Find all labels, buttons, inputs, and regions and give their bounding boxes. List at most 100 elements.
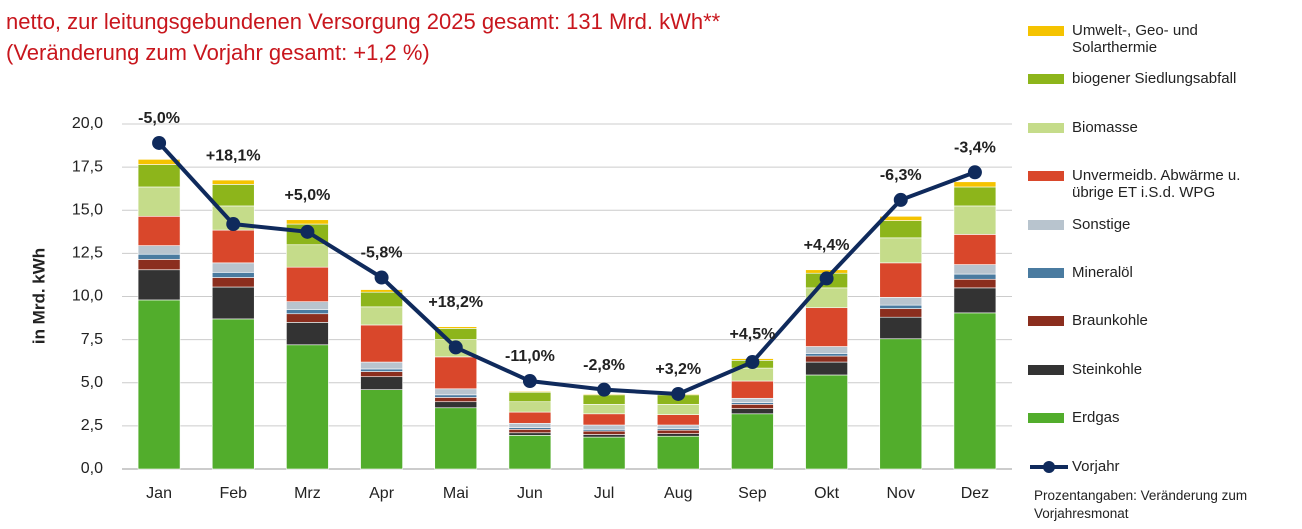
x-tick-label: Feb xyxy=(219,485,247,502)
bar-segment xyxy=(805,355,848,363)
legend-label: Steinkohle xyxy=(1072,360,1143,378)
legend-label: Vorjahr xyxy=(1072,457,1120,475)
bar-segment xyxy=(211,184,255,207)
bar-segment xyxy=(731,397,774,403)
y-tick-label: 5,0 xyxy=(81,374,103,391)
bar-segment xyxy=(879,220,923,239)
line-marker xyxy=(522,374,537,389)
line-marker xyxy=(597,382,612,397)
bar-segment xyxy=(805,374,848,470)
bar-segment xyxy=(582,436,626,470)
bar-segment xyxy=(286,344,329,470)
chart-subtitle: (Veränderung zum Vorjahr gesamt: +1,2 %) xyxy=(6,40,430,65)
legend-swatch xyxy=(1028,413,1064,424)
bar-segment xyxy=(434,356,478,390)
bar-segment xyxy=(953,186,997,207)
x-tick-label: Apr xyxy=(369,485,395,502)
footnote: Prozentangaben: Veränderung zum Vorjahre… xyxy=(1034,488,1248,521)
annotation: +3,2% xyxy=(655,361,701,378)
bar-segment xyxy=(286,309,329,315)
legend-label: Mineralöl xyxy=(1072,264,1133,281)
bar-segment xyxy=(656,435,700,470)
x-tick-label: Jan xyxy=(146,485,172,502)
bar-segment xyxy=(137,259,181,271)
bar-segment xyxy=(805,361,848,376)
legend-label: Sonstige xyxy=(1072,215,1131,233)
bar-segment xyxy=(434,326,478,329)
y-tick-label: 7,5 xyxy=(81,331,103,348)
bar-segment xyxy=(137,186,181,217)
line-marker xyxy=(300,224,315,239)
legend-swatch xyxy=(1028,268,1064,278)
annotation: -5,0% xyxy=(138,110,180,127)
bar-segment xyxy=(360,368,403,372)
bar-segment xyxy=(879,316,923,340)
bar-segment xyxy=(805,307,848,347)
bar-segment xyxy=(137,164,181,188)
legend-swatch xyxy=(1028,219,1064,230)
bar-segment xyxy=(582,413,626,426)
bar-segment xyxy=(953,312,997,470)
bar-segment xyxy=(286,266,329,302)
bar-segment xyxy=(508,432,552,436)
bar-segment xyxy=(879,338,923,470)
bar-segment xyxy=(360,376,403,390)
annotation: -3,4% xyxy=(954,140,996,157)
legend-label: Biomasse xyxy=(1072,118,1138,136)
bar-segment xyxy=(953,278,997,289)
annotation: -5,8% xyxy=(361,245,403,262)
bar-segment xyxy=(211,286,255,320)
x-tick-label: Aug xyxy=(664,485,692,502)
bar-segment xyxy=(805,353,848,357)
bar-segment xyxy=(211,262,255,273)
bar-segment xyxy=(879,237,923,264)
bar-segment xyxy=(360,371,403,378)
bar-segment xyxy=(731,408,774,415)
line-marker xyxy=(671,386,686,401)
bar-segment xyxy=(508,391,552,393)
bar-segment xyxy=(508,411,552,424)
bar-segment xyxy=(582,424,626,430)
line-marker xyxy=(967,165,982,180)
legend-swatch xyxy=(1028,364,1064,375)
bar-segment xyxy=(286,301,329,310)
bar-segment xyxy=(805,346,848,354)
bar-segment xyxy=(137,159,181,165)
annotation: +5,0% xyxy=(285,187,331,204)
legend-swatch xyxy=(1028,122,1064,133)
x-tick-label: Okt xyxy=(814,485,839,502)
x-tick-label: Sep xyxy=(738,485,767,502)
bar-segment xyxy=(211,179,255,185)
bar-segment xyxy=(731,413,774,470)
annotation: +18,2% xyxy=(428,294,483,311)
bar-segment xyxy=(211,318,255,470)
x-tick-label: Mai xyxy=(443,485,469,502)
x-tick-label: Jun xyxy=(517,485,543,502)
bar-segment xyxy=(211,272,255,278)
legend-swatch xyxy=(1028,171,1064,182)
bar-segment xyxy=(656,424,700,429)
legend-label: biogener Siedlungsabfall xyxy=(1072,70,1237,88)
bar-segment xyxy=(656,433,700,437)
bar-segment xyxy=(656,429,700,434)
bar-segment xyxy=(953,287,997,314)
bar-segment xyxy=(879,262,923,298)
bar-segment xyxy=(953,205,997,235)
bar-segment xyxy=(508,422,552,428)
bar-segment xyxy=(360,361,403,370)
bar-segment xyxy=(953,273,997,280)
title-block: netto, zur leitungsgebundenen Versorgung… xyxy=(6,6,720,68)
bar-segment xyxy=(656,404,700,415)
bar-segment xyxy=(953,234,997,265)
bar-segment xyxy=(137,269,181,301)
bar-segment xyxy=(879,215,923,221)
bar-segment xyxy=(286,322,329,346)
bar-segment xyxy=(953,264,997,275)
line-marker xyxy=(448,340,463,355)
annotation: +4,5% xyxy=(730,326,776,343)
bar-segment xyxy=(286,313,329,323)
bar-segment xyxy=(731,404,774,409)
bar-segment xyxy=(360,289,403,293)
bar-segment xyxy=(211,229,255,264)
annotation: -6,3% xyxy=(880,167,922,184)
